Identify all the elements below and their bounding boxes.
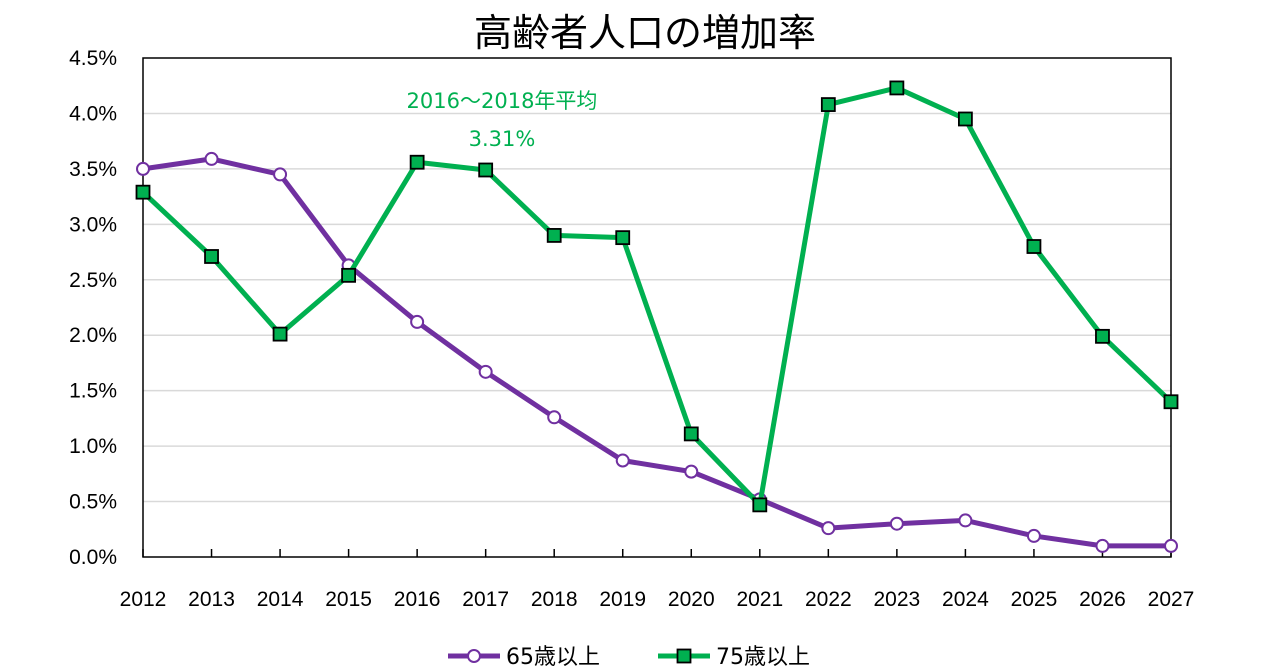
y-tick-label: 1.0% [69,435,117,458]
x-tick-label: 2027 [1148,588,1195,611]
series-group [135,80,1179,553]
series-1 [136,151,1178,553]
x-tick-label: 2013 [188,588,235,611]
data-point [1026,239,1042,254]
data-point [547,410,562,425]
x-tick-label: 2018 [531,588,578,611]
x-tick-label: 2016 [394,588,441,611]
legend-marker [676,648,692,664]
data-point [341,267,357,283]
data-point [1163,394,1179,410]
data-point [889,80,905,96]
chart-title: 高齢者人口の増加率 [474,11,816,55]
legend-marker [467,649,481,663]
legend: 65歳以上 75歳以上 [448,645,810,670]
data-point [546,228,562,243]
data-point [958,513,973,528]
data-point [478,162,494,178]
x-tick-label: 2023 [874,588,921,611]
x-tick-label: 2026 [1079,588,1126,611]
y-tick-label: 4.5% [69,47,117,70]
y-axis: 0.0% 0.5% 1.0% 1.5% 2.0% 2.5% 3.0% 3.5% 4.0% 4.5% [69,47,117,569]
x-tick-label: 2019 [599,588,646,611]
data-point [820,97,836,112]
y-tick-label: 3.0% [69,213,117,236]
data-point [273,167,288,182]
data-point [684,464,699,479]
series-2 [135,80,1179,513]
plot-area-frame [142,57,1172,558]
annotation-line1: 2016～2018年平均 [407,89,598,113]
x-tick-label: 2025 [1011,588,1058,611]
x-tick-label: 2017 [462,588,509,611]
data-point [136,161,150,176]
y-tick-label: 3.5% [69,158,117,181]
data-point [1095,538,1110,553]
data-point [1095,328,1110,344]
data-point [272,326,288,342]
data-point [958,111,973,127]
x-tick-label: 2024 [942,588,989,611]
x-tick-label: 2014 [257,588,304,611]
legend-item: 65歳以上 [448,645,600,670]
x-tick-label: 2012 [120,588,167,611]
y-tick-label: 2.5% [69,269,117,292]
data-point [135,184,151,200]
data-point [204,151,219,166]
data-point [204,249,219,264]
legend-label: 75歳以上 [716,645,810,670]
legend-label: 65歳以上 [506,645,600,670]
y-tick-label: 0.5% [69,491,117,514]
legend-item: 75歳以上 [658,645,810,670]
y-tick-label: 4.0% [69,102,117,125]
data-point [409,154,425,170]
gridlines [143,112,1171,503]
series-line [141,85,1173,508]
x-tick-label: 2021 [736,588,783,611]
data-point [410,314,425,329]
data-point [889,516,904,531]
y-tick-label: 0.0% [69,546,117,569]
data-point [1164,538,1178,553]
annotation-line2: 3.31% [469,127,536,151]
x-axis: 2012 2013 2014 2015 2016 2017 2018 2019 2020 2021… [120,549,1195,611]
data-point [1026,528,1041,543]
data-point [478,364,493,379]
data-point [615,230,631,246]
x-tick-label: 2015 [325,588,372,611]
series-line [142,156,1171,549]
x-tick-label: 2022 [805,588,852,611]
y-tick-label: 2.0% [69,324,117,347]
y-tick-label: 1.5% [69,380,117,403]
data-point [683,426,699,442]
data-point [615,453,630,468]
data-point [752,497,768,513]
x-tick-label: 2020 [668,588,715,611]
data-point [821,521,836,536]
